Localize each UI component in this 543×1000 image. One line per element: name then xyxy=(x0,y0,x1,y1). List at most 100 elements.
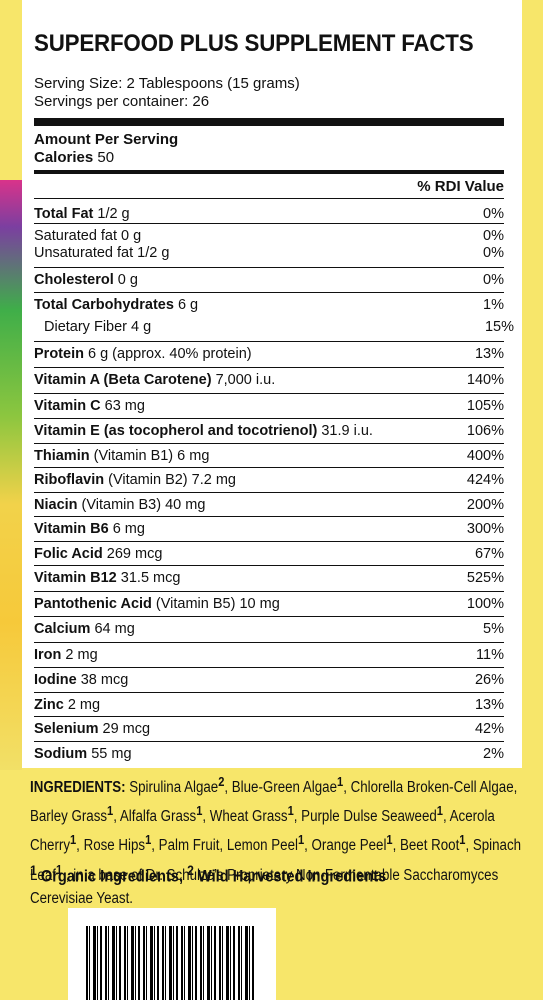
nutrient-rdi: 105% xyxy=(466,398,504,414)
row-divider xyxy=(34,591,504,592)
ingredient-text: , Rose Hips xyxy=(76,837,146,855)
footnote-wild: Wild Harvested Ingredients xyxy=(193,866,387,886)
row-divider xyxy=(34,516,504,517)
ingredient-footnote-mark: 1 xyxy=(297,832,305,848)
ingredient-footnote-mark: 1 xyxy=(459,832,466,848)
servings-per-container: Servings per container: 26 xyxy=(34,93,210,110)
footnote-mark-1: 1 xyxy=(30,863,37,879)
calories-value: 50 xyxy=(97,149,115,166)
nutrient-rdi: 13% xyxy=(474,346,504,362)
nutrient-name: Sodium xyxy=(34,746,88,762)
row-divider xyxy=(34,692,504,693)
nutrient-amount: 0 g xyxy=(117,272,138,288)
row-divider xyxy=(34,341,504,342)
ingredient-text: , Palm Fruit, Lemon Peel xyxy=(151,837,298,855)
nutrient-amount: Dietary Fiber 4 g xyxy=(44,319,152,335)
nutrient-row: Thiamin (Vitamin B1) 6 mg 400% xyxy=(34,448,504,464)
ingredient-footnote-mark: 1 xyxy=(196,803,203,819)
nutrient-row: Vitamin B12 31.5 mcg 525% xyxy=(34,570,504,586)
nutrient-name: Iron xyxy=(34,647,62,663)
nutrient-row: Unsaturated fat 1/2 g 0% xyxy=(34,245,504,261)
row-divider xyxy=(34,418,504,419)
nutrient-row: Vitamin B6 6 mg 300% xyxy=(34,521,504,537)
nutrient-amount: Saturated fat 0 g xyxy=(34,228,142,244)
ingredient-footnote-mark: 1 xyxy=(386,832,393,848)
nutrient-name: Iodine xyxy=(34,672,77,688)
ingredients-label: INGREDIENTS: xyxy=(30,779,126,797)
background-produce-image xyxy=(0,180,22,770)
nutrient-amount: 29 mcg xyxy=(102,721,151,737)
nutrient-name: Selenium xyxy=(34,721,99,737)
nutrient-row: Iodine 38 mcg 26% xyxy=(34,672,504,688)
row-divider xyxy=(34,541,504,542)
nutrient-amount: 6 g xyxy=(177,297,199,313)
nutrient-amount: (Vitamin B2) 7.2 mg xyxy=(108,472,236,488)
row-divider xyxy=(34,443,504,444)
nutrient-row: Protein 6 g (approx. 40% protein) 13% xyxy=(34,346,504,362)
nutrient-row: Riboflavin (Vitamin B2) 7.2 mg 424% xyxy=(34,472,504,488)
nutrient-row: Total Carbohydrates 6 g 1% xyxy=(34,297,504,313)
nutrient-rdi: 67% xyxy=(474,546,504,562)
nutrient-rdi: 400% xyxy=(466,448,504,464)
nutrient-row: Vitamin C 63 mg 105% xyxy=(34,398,504,414)
row-divider xyxy=(34,267,504,268)
ingredient-footnote-mark: 1 xyxy=(70,832,77,848)
ingredient-text: , Alfalfa Grass xyxy=(113,808,197,826)
row-divider xyxy=(34,565,504,566)
nutrient-rdi: 424% xyxy=(466,472,504,488)
nutrient-rdi: 0% xyxy=(483,228,504,244)
nutrient-name: Thiamin xyxy=(34,448,90,464)
ingredient-text: , Chlorella Broken-Cell Algae, Barley Gr… xyxy=(30,779,518,826)
nutrient-row: Folic Acid 269 mcg 67% xyxy=(34,546,504,562)
nutrient-row: Zinc 2 mg 13% xyxy=(34,697,504,713)
ingredient-footnote-mark: 1 xyxy=(145,832,152,848)
amount-per-serving: Amount Per Serving xyxy=(34,131,179,148)
ingredient-text: , Orange Peel xyxy=(304,837,387,855)
nutrient-amount: 2 mg xyxy=(67,697,101,713)
row-divider xyxy=(34,223,504,224)
nutrient-name: Total Carbohydrates xyxy=(34,297,174,313)
facts-title: SUPERFOOD PLUS SUPPLEMENT FACTS xyxy=(34,30,474,57)
nutrient-rdi: 1% xyxy=(483,297,504,313)
nutrient-row: Calcium 64 mg 5% xyxy=(34,621,504,637)
rdi-header: % RDI Value xyxy=(417,178,504,195)
nutrient-amount: 31.5 mcg xyxy=(120,570,181,586)
nutrient-amount: 1/2 g xyxy=(97,206,130,222)
ingredient-text: Spirulina Algae xyxy=(129,779,219,797)
nutrient-amount: Unsaturated fat 1/2 g xyxy=(34,245,170,261)
nutrient-row: Selenium 29 mcg 42% xyxy=(34,721,504,737)
nutrient-name: Pantothenic Acid xyxy=(34,596,152,612)
nutrient-name: Vitamin B12 xyxy=(34,570,117,586)
nutrient-amount: (Vitamin B5) 10 mg xyxy=(155,596,280,612)
nutrient-rdi: 2% xyxy=(483,746,504,762)
calories: Calories 50 xyxy=(34,149,114,166)
nutrient-row: Niacin (Vitamin B3) 40 mg 200% xyxy=(34,497,504,513)
nutrient-rdi: 15% xyxy=(484,319,514,335)
ingredient-text: , Spinach Leaf xyxy=(30,837,522,884)
nutrient-row: Vitamin E (as tocopherol and tocotrienol… xyxy=(34,423,504,439)
medium-divider xyxy=(34,170,504,174)
facts-panel xyxy=(22,0,522,768)
row-divider xyxy=(34,492,504,493)
row-divider xyxy=(34,642,504,643)
nutrient-row: Dietary Fiber 4 g 15% xyxy=(34,319,514,335)
footnote-mark-2: 2 xyxy=(187,863,194,879)
row-divider xyxy=(34,393,504,394)
nutrient-amount: 64 mg xyxy=(94,621,135,637)
nutrient-row: Vitamin A (Beta Carotene) 7,000 i.u. 140% xyxy=(34,372,504,388)
nutrient-amount: 31.9 i.u. xyxy=(321,423,373,439)
nutrient-rdi: 100% xyxy=(466,596,504,612)
row-divider xyxy=(34,616,504,617)
row-divider xyxy=(34,741,504,742)
nutrient-rdi: 0% xyxy=(483,272,504,288)
nutrient-amount: 63 mg xyxy=(104,398,145,414)
nutrient-rdi: 5% xyxy=(483,621,504,637)
nutrient-rdi: 42% xyxy=(474,721,504,737)
nutrient-name: Folic Acid xyxy=(34,546,103,562)
nutrient-name: Protein xyxy=(34,346,84,362)
nutrient-rdi: 13% xyxy=(474,697,504,713)
ingredient-footnote-mark: 1 xyxy=(436,803,443,819)
row-divider xyxy=(34,716,504,717)
nutrient-name: Vitamin E (as tocopherol and tocotrienol… xyxy=(34,423,318,439)
ingredient-footnote-mark: 1 xyxy=(337,774,344,789)
